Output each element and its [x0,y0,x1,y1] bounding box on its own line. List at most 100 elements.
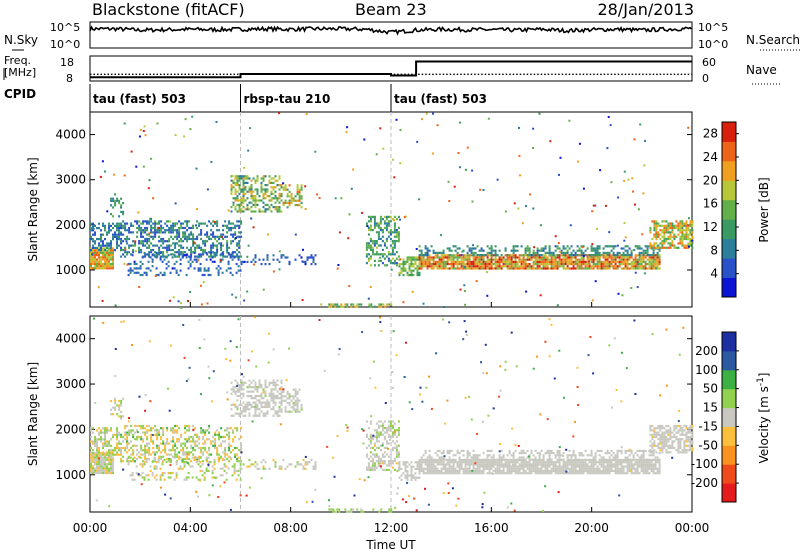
velocity-cell [404,467,407,470]
velocity-cell [206,438,209,441]
velocity-cell [391,440,394,443]
velocity-cell [98,469,100,472]
power-cell [590,245,593,248]
power-cell [98,265,100,268]
velocity-cell [98,449,100,452]
velocity-cell [280,386,283,389]
power-cell [685,246,688,249]
power-cell [661,235,664,238]
power-cell [504,263,507,266]
velocity-cell [212,435,215,439]
velocity-cell [506,461,509,464]
power-cell [138,242,141,245]
power-cell [377,253,380,256]
power-cell [138,135,141,138]
power-cell [581,246,584,249]
power-cell [482,254,485,257]
power-cell [118,222,120,225]
velocity-cell [434,465,437,468]
power-cell [395,235,398,238]
power-cell [205,251,208,255]
power-cell [400,271,403,274]
power-cell [254,195,257,198]
velocity-cell [124,433,127,436]
velocity-cell [230,414,233,417]
velocity-cell [116,438,118,441]
power-cell [584,254,587,257]
power-cell [377,235,380,238]
power-cell [116,238,118,241]
power-cell [546,260,549,263]
velocity-cell [183,478,186,481]
velocity-cell [379,444,382,447]
velocity-cell [102,469,104,472]
power-cell [532,263,535,266]
velocity-cell [338,510,341,513]
velocity-cell [135,465,138,468]
power-cell [108,254,110,257]
power-cell [516,249,519,252]
power-cell [384,305,387,308]
velocity-cell [235,469,238,472]
velocity-cell [371,438,374,441]
power-cell [156,222,159,225]
velocity-cell [530,465,533,468]
power-cell [132,224,135,227]
power-cell [250,188,253,191]
power-cell [220,248,223,252]
power-cell [470,251,473,254]
power-cell [387,231,390,234]
power-cell [171,267,174,270]
power-cell [249,127,252,130]
power-cell [446,247,449,250]
power-cell [651,220,654,223]
velocity-cell [180,444,183,447]
velocity-cell [600,458,603,462]
velocity-cell [270,381,273,384]
velocity-cell [98,465,100,468]
velocity-cell [131,472,134,475]
power-cell [466,254,469,257]
velocity-cell [387,464,390,467]
power-cell [170,248,173,252]
power-cell [596,263,599,266]
velocity-cell [122,397,125,400]
velocity-cell [272,394,275,398]
velocity-cell [193,458,196,461]
velocity-cell [387,433,390,436]
power-cell [456,254,459,257]
power-cell [106,258,108,261]
power-cell [518,265,521,268]
power-cell [442,254,445,257]
velocity-cell [375,429,378,432]
power-cell [646,245,649,248]
power-cell [655,233,658,236]
power-cell [116,246,118,249]
power-cell [234,206,237,209]
velocity-cell [562,465,565,468]
power-cell [642,260,645,263]
power-cell [456,256,459,259]
velocity-cell [528,467,531,470]
power-cell [354,305,357,308]
power-cell [490,258,493,261]
power-cell [222,229,225,232]
velocity-cell [538,469,541,473]
power-cell [506,260,509,263]
power-cell [538,249,541,252]
velocity-cell [272,379,275,382]
power-cell [156,253,159,256]
power-cell [336,303,339,306]
velocity-cell [235,478,238,481]
velocity-cell [102,431,104,434]
power-cell [184,231,187,234]
velocity-cell [373,468,376,471]
power-cell [590,258,593,261]
power-cell [687,242,690,245]
power-cell [196,226,199,230]
power-cell [657,244,660,247]
power-cell [180,307,183,309]
power-cell [276,208,279,211]
power-cell [225,269,228,272]
velocity-cell [234,405,237,409]
